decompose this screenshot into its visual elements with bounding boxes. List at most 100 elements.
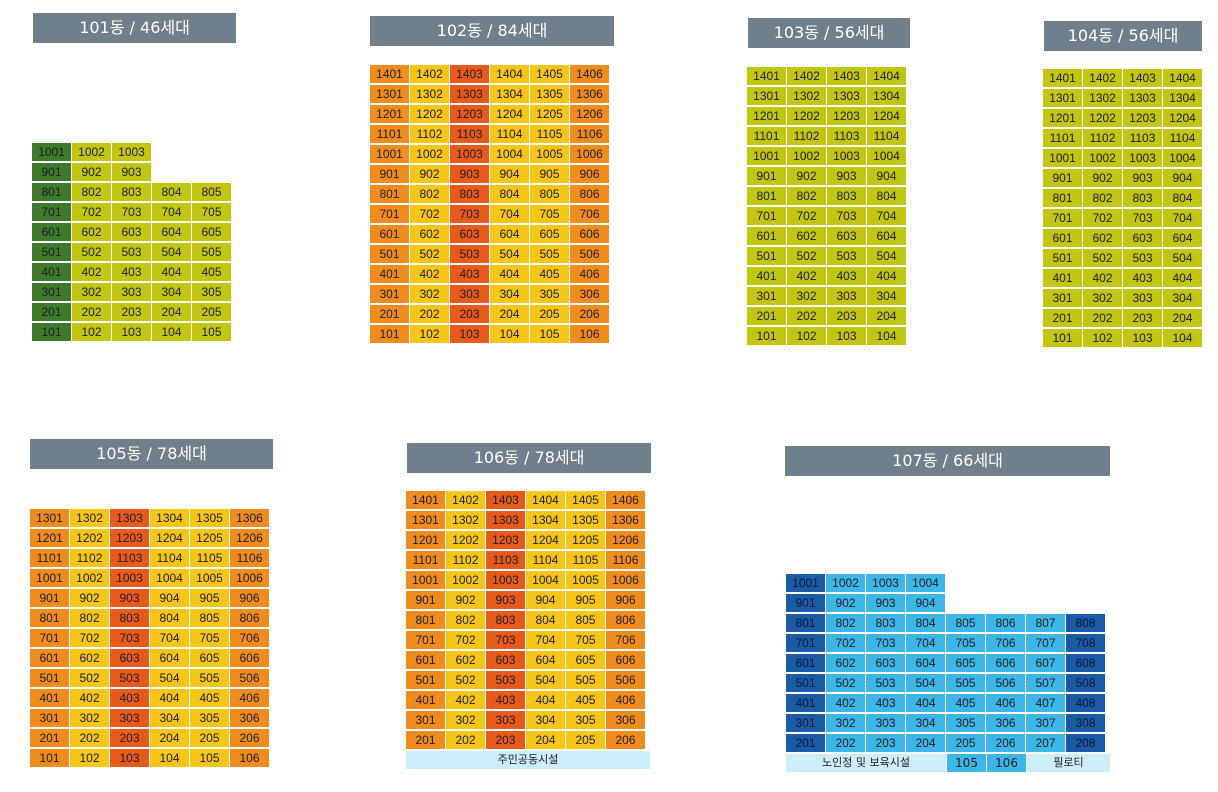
unit-cell: 405 (190, 689, 229, 707)
unit-cell: 201 (30, 729, 69, 747)
unit-cell: 1304 (526, 511, 565, 529)
unit-cell: 602 (410, 225, 449, 243)
unit-cell: 1403 (450, 65, 489, 83)
unit-cell: 204 (906, 734, 945, 752)
unit-cell: 1001 (786, 574, 825, 592)
unit-cell: 403 (827, 267, 866, 285)
unit-cell: 102 (72, 323, 111, 341)
unit-cell: 101 (747, 327, 786, 345)
unit-cell: 902 (446, 591, 485, 609)
unit-cell: 806 (606, 611, 645, 629)
unit-cell: 802 (446, 611, 485, 629)
unit-cell: 802 (787, 187, 826, 205)
unit-cell: 504 (906, 674, 945, 692)
building-title: 103동 / 56세대 (748, 18, 910, 48)
unit-cell: 305 (190, 709, 229, 727)
unit-cell: 1305 (566, 511, 605, 529)
unit-cell: 1005 (530, 145, 569, 163)
unit-cell: 1102 (410, 125, 449, 143)
unit-cell: 403 (450, 265, 489, 283)
unit-cell: 207 (1026, 734, 1065, 752)
unit-cell: 802 (410, 185, 449, 203)
unit-cell: 104 (1163, 329, 1202, 347)
unit-cell: 503 (866, 674, 905, 692)
unit-cell: 1402 (787, 67, 826, 85)
unit-cell: 1004 (150, 569, 189, 587)
unit-cell: 205 (192, 303, 231, 321)
unit-cell: 402 (410, 265, 449, 283)
unit-cell: 1302 (446, 511, 485, 529)
unit-cell: 605 (946, 654, 985, 672)
unit-cell: 1405 (566, 491, 605, 509)
unit-cell: 703 (866, 634, 905, 652)
unit-cell: 901 (747, 167, 786, 185)
unit-cell: 1202 (70, 529, 109, 547)
unit-cell: 802 (826, 614, 865, 632)
unit-cell: 204 (490, 305, 529, 323)
unit-cell: 1401 (1043, 69, 1082, 87)
unit-cell: 501 (786, 674, 825, 692)
unit-cell: 105 (190, 749, 229, 767)
unit-cell: 802 (70, 609, 109, 627)
unit-cell: 1001 (747, 147, 786, 165)
unit-cell: 601 (747, 227, 786, 245)
unit-cell: 702 (410, 205, 449, 223)
unit-cell: 704 (152, 203, 191, 221)
unit-cell: 901 (370, 165, 409, 183)
unit-cell: 1002 (826, 574, 865, 592)
unit-cell: 902 (1083, 169, 1122, 187)
unit-cell: 404 (867, 267, 906, 285)
unit-cell: 504 (1163, 249, 1202, 267)
unit-cell: 403 (486, 691, 525, 709)
unit-cell: 1304 (1163, 89, 1202, 107)
unit-cell: 1105 (566, 551, 605, 569)
unit-cell: 303 (1123, 289, 1162, 307)
unit-cell: 304 (906, 714, 945, 732)
unit-cell: 303 (110, 709, 149, 727)
unit-cell: 903 (486, 591, 525, 609)
unit-cell: 1104 (526, 551, 565, 569)
unit-cell: 301 (786, 714, 825, 732)
unit-cell: 401 (30, 689, 69, 707)
unit-cell: 1402 (410, 65, 449, 83)
unit-cell: 203 (112, 303, 151, 321)
unit-cell: 805 (566, 611, 605, 629)
unit-cell: 1306 (230, 509, 269, 527)
unit-cell: 401 (370, 265, 409, 283)
unit-cell: 701 (370, 205, 409, 223)
unit-cell: 1104 (150, 549, 189, 567)
unit-cell: 1004 (867, 147, 906, 165)
unit-cell: 805 (190, 609, 229, 627)
unit-cell: 806 (570, 185, 609, 203)
unit-cell: 603 (112, 223, 151, 241)
unit-cell: 1204 (490, 105, 529, 123)
unit-cell: 1203 (1123, 109, 1162, 127)
unit-cell: 704 (526, 631, 565, 649)
unit-cell: 1003 (1123, 149, 1162, 167)
unit-cell: 301 (370, 285, 409, 303)
unit-cell: 103 (110, 749, 149, 767)
unit-cell: 504 (867, 247, 906, 265)
unit-cell: 303 (486, 711, 525, 729)
unit-cell: 1403 (1123, 69, 1162, 87)
unit-cell: 705 (566, 631, 605, 649)
unit-cell: 1103 (1123, 129, 1162, 147)
unit-cell: 704 (1163, 209, 1202, 227)
unit-cell: 1403 (827, 67, 866, 85)
unit-cell: 801 (406, 611, 445, 629)
unit-cell: 202 (72, 303, 111, 321)
unit-cell: 1001 (32, 143, 71, 161)
unit-cell: 502 (410, 245, 449, 263)
unit-cell: 1101 (370, 125, 409, 143)
unit-cell: 502 (72, 243, 111, 261)
unit-cell: 506 (986, 674, 1025, 692)
unit-cell: 504 (152, 243, 191, 261)
unit-cell: 1301 (30, 509, 69, 527)
unit-cell: 404 (1163, 269, 1202, 287)
unit-cell: 202 (1083, 309, 1122, 327)
unit-cell: 701 (1043, 209, 1082, 227)
unit-cell: 1302 (1083, 89, 1122, 107)
unit-cell: 906 (570, 165, 609, 183)
community-facility-label: 주민공동시설 (406, 751, 650, 769)
unit-cell: 1004 (1163, 149, 1202, 167)
